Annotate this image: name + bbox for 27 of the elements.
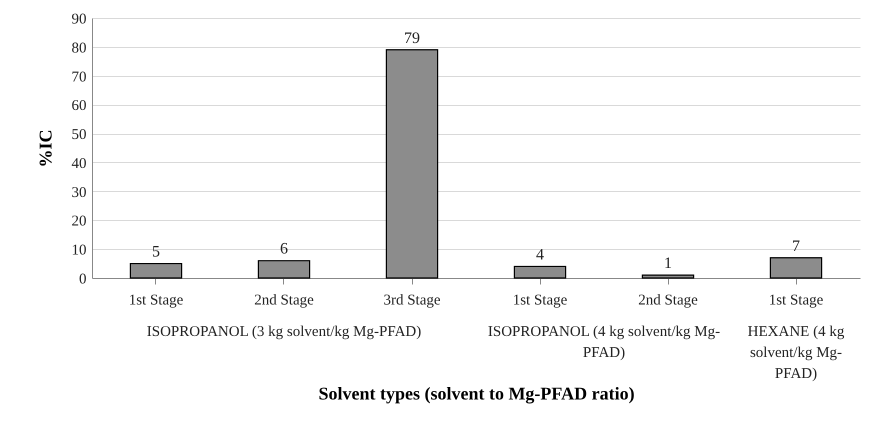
y-tick-label: 60 (72, 98, 86, 114)
y-tick-label: 0 (79, 272, 86, 288)
text: HEXANE (4 kg solvent/kg Mg-PFAD) (746, 323, 846, 384)
y-tick-label: 40 (72, 156, 86, 172)
x-axis-title: Solvent types (solvent to Mg-PFAD ratio) (318, 384, 635, 404)
x-tick-label: 2nd Stage (254, 292, 314, 308)
y-axis-title: %IC (36, 129, 56, 168)
x-tick-label: 1st Stage (128, 292, 184, 308)
y-tick-label: 50 (72, 127, 86, 144)
x-tick-label: 1st Stage (512, 292, 568, 308)
y-tick-label: 10 (72, 242, 86, 259)
y-tick-label: 70 (72, 69, 86, 86)
data-label: 5 (152, 244, 160, 261)
y-tick-label: 20 (72, 214, 86, 230)
data-label: 79 (404, 30, 420, 47)
data-label: 7 (792, 238, 800, 255)
x-tick-label: 1st Stage (768, 292, 824, 308)
text: ISOPROPANOL (3 kg solvent/kg Mg-PFAD) (146, 323, 422, 342)
x-tick-label: 2nd Stage (638, 292, 698, 308)
y-tick-label: 90 (72, 12, 86, 28)
data-label: 1 (664, 255, 672, 272)
text: ISOPROPANOL (4 kg solvent/kg Mg-PFAD) (486, 323, 722, 363)
y-tick-label: 80 (72, 40, 86, 56)
data-label: 4 (536, 246, 544, 264)
data-label: 6 (280, 240, 288, 258)
x-tick-label: 3rd Stage (383, 292, 441, 308)
y-tick-label: 30 (72, 184, 86, 201)
